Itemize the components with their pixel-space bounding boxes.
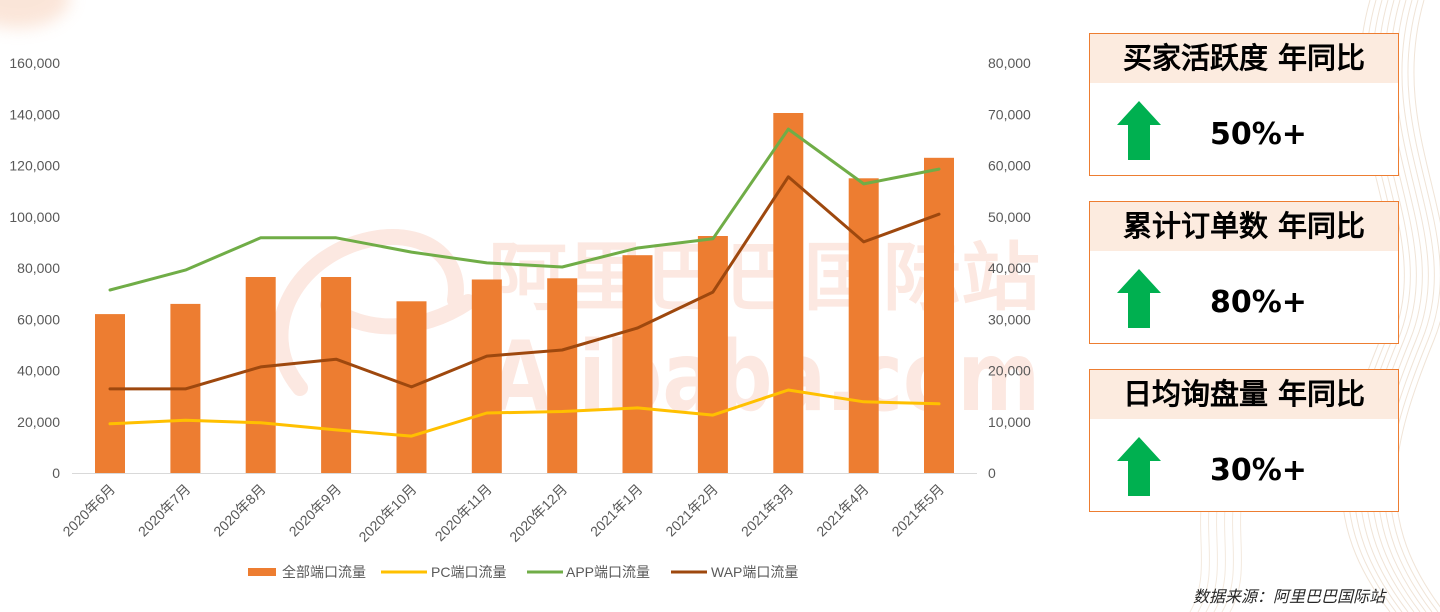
traffic-combo-chart: 阿里巴巴国际站 Alibaba.com 020,00040,00060,0008… — [9, 55, 1040, 580]
bar-all-11 — [924, 157, 954, 474]
y-axis-right-labels: 0 10,000 20,000 30,000 40,000 50,000 60,000 70,… — [988, 55, 1031, 481]
y-right-tick-label: 40,000 — [988, 260, 1031, 276]
texture-line — [1395, 0, 1440, 608]
x-tick-label: 2021年3月 — [738, 481, 797, 540]
texture-line — [1389, 0, 1440, 612]
bar-all-8 — [697, 236, 728, 473]
legend-label: WAP端口流量 — [711, 564, 798, 580]
bar-all-2 — [245, 277, 276, 473]
y-left-tick-label: 100,000 — [9, 209, 60, 225]
x-tick-label: 2020年7月 — [135, 481, 194, 540]
y-left-tick-label: 0 — [52, 465, 60, 481]
x-tick-label: 2020年9月 — [286, 481, 345, 540]
x-tick-label: 2020年6月 — [59, 481, 118, 540]
x-axis-labels: 2020年6月 2020年7月 2020年8月 2020年9月 2020年10月 2020… — [59, 481, 947, 545]
bar-all-6 — [547, 278, 578, 474]
x-tick-label: 2021年2月 — [662, 481, 721, 540]
watermark-logo — [272, 229, 476, 396]
line-series-pc — [108, 388, 941, 438]
legend-label: PC端口流量 — [431, 564, 506, 580]
legend-item-app: APP端口流量 — [527, 564, 650, 580]
up-arrow-icon — [1117, 269, 1161, 328]
stat-card-title: 累计订单数 年同比 — [1090, 202, 1398, 251]
stat-card-order-count: 累计订单数 年同比 80%+ — [1089, 201, 1399, 344]
y-right-tick-label: 80,000 — [988, 55, 1031, 71]
y-left-tick-label: 120,000 — [9, 158, 60, 174]
bar-all-0 — [95, 314, 125, 473]
stat-card-value: 30%+ — [1210, 453, 1307, 488]
stat-card-title: 日均询盘量 年同比 — [1090, 370, 1398, 419]
legend-item-pc: PC端口流量 — [381, 564, 506, 580]
y-right-tick-label: 10,000 — [988, 414, 1031, 430]
stat-card-inquiry-volume: 日均询盘量 年同比 30%+ — [1089, 369, 1399, 512]
bar-all-3 — [321, 277, 352, 473]
x-tick-label: 2020年12月 — [506, 481, 570, 545]
y-left-tick-label: 80,000 — [17, 260, 60, 276]
x-tick-label: 2021年4月 — [813, 481, 872, 540]
y-right-tick-label: 50,000 — [988, 209, 1031, 225]
bar-all-5 — [471, 279, 502, 473]
legend-label: APP端口流量 — [566, 564, 650, 580]
y-left-tick-label: 60,000 — [17, 311, 60, 327]
y-right-tick-label: 30,000 — [988, 311, 1031, 327]
x-tick-label: 2021年1月 — [587, 481, 646, 540]
stat-card-value: 50%+ — [1210, 117, 1307, 152]
y-left-tick-label: 40,000 — [17, 363, 60, 379]
x-tick-label: 2020年10月 — [355, 481, 419, 545]
y-left-tick-label: 160,000 — [9, 55, 60, 71]
y-axis-left-labels: 0 20,000 40,000 60,000 80,000 100,000 120,000 1… — [9, 55, 60, 481]
y-left-tick-label: 140,000 — [9, 106, 60, 122]
texture-line — [1383, 0, 1435, 612]
y-right-tick-label: 0 — [988, 465, 996, 481]
up-arrow-icon — [1117, 101, 1161, 160]
legend: 全部端口流量 PC端口流量 APP端口流量 WAP端口流量 — [248, 564, 798, 580]
y-right-tick-label: 20,000 — [988, 363, 1031, 379]
watermark-logo-arc — [272, 229, 464, 396]
bar-all-7 — [622, 255, 653, 473]
legend-swatch-bar — [248, 568, 276, 576]
bar-all-10 — [848, 178, 879, 474]
stat-card-value: 80%+ — [1210, 285, 1307, 320]
stat-card-title: 买家活跃度 年同比 — [1090, 34, 1398, 83]
legend-item-all: 全部端口流量 — [248, 564, 366, 580]
y-right-tick-label: 60,000 — [988, 158, 1031, 174]
y-left-tick-label: 20,000 — [17, 414, 60, 430]
y-right-tick-label: 70,000 — [988, 106, 1031, 122]
stat-card-buyer-activity: 买家活跃度 年同比 50%+ — [1089, 33, 1399, 176]
source-note: 数据来源：阿里巴巴国际站 — [1192, 587, 1385, 606]
legend-item-wap: WAP端口流量 — [671, 564, 798, 580]
line-series-wap — [108, 175, 941, 391]
line-series-group — [108, 127, 941, 438]
x-tick-label: 2020年8月 — [210, 481, 269, 540]
x-tick-label: 2020年11月 — [432, 481, 495, 544]
bar-all-9 — [773, 113, 804, 473]
legend-label: 全部端口流量 — [282, 564, 366, 580]
x-tick-label: 2021年5月 — [888, 481, 947, 540]
texture-line — [1377, 0, 1429, 612]
line-series-app — [108, 127, 941, 292]
up-arrow-icon — [1117, 437, 1161, 496]
